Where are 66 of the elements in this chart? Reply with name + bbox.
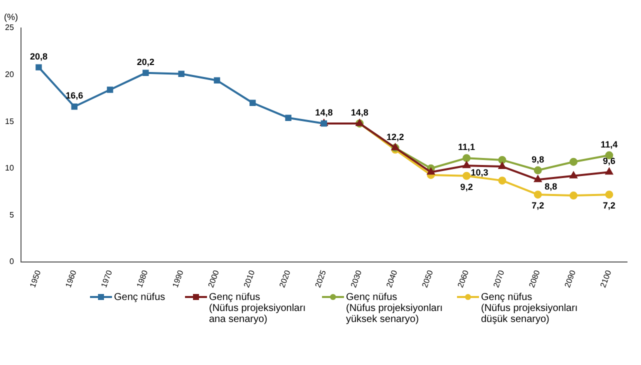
x-tick-label: 2020 [278,268,292,289]
x-tick-label: 1970 [99,268,114,289]
data-label: 20,2 [136,56,154,67]
y-tick-label: 25 [4,23,14,32]
x-tick-label: 2100 [598,268,614,289]
point [142,70,149,76]
legend-label: Genç nüfus (Nüfus projeksiyonları düşük senaryo) [481,292,578,325]
point [462,154,471,162]
y-tick-label: 5 [9,210,14,220]
point [462,162,470,168]
data-label: 9,6 [602,156,616,166]
point [498,162,506,170]
y-tick-label: 15 [4,116,14,126]
data-label: 9,8 [532,154,544,164]
legend-label: Genç nüfus (Nüfus projeksiyonları yüksek senaryo) [346,292,443,325]
data-label: 20,8 [30,51,48,62]
x-tick-label: 1990 [170,268,186,289]
legend-label: Genç nüfus [114,292,166,303]
x-tick-label: 1980 [135,268,150,289]
x-tick-label: 1960 [64,268,79,289]
x-tick-label: 1950 [28,268,43,289]
point [462,172,471,180]
data-label: 9,2 [460,182,473,192]
point [534,176,542,182]
point [71,104,78,110]
x-tick-label: 2060 [456,268,471,289]
y-tick-label: 20 [4,70,14,79]
data-label: 14,8 [315,107,333,118]
point [214,77,220,84]
y-axis-title: (%) [4,12,18,22]
data-label: 10,3 [470,168,488,178]
point [606,168,613,175]
point [570,172,578,178]
point [178,70,184,77]
x-tick-label: 2025 [313,268,328,289]
x-tick-label: 2050 [420,268,436,289]
data-label: 11,1 [458,142,476,152]
x-tick-label: 2090 [562,268,578,289]
y-tick-label: 0 [9,257,14,266]
data-label: 7,2 [532,200,544,211]
data-label: 12,2 [386,132,404,142]
data-label: 7,2 [602,200,616,211]
data-label: 16,6 [66,90,84,101]
x-tick-label: 2070 [492,268,506,289]
point [570,192,578,200]
x-tick-label: 2080 [527,268,542,289]
x-tick-label: 2010 [242,268,257,289]
y-tick-label: 10 [4,164,14,173]
legend-label: Genç nüfus (Nüfus projeksiyonları ana senaryo) [209,292,306,325]
point [570,158,578,166]
point [534,166,542,174]
x-tick-label: 2040 [384,268,400,289]
data-label: 11,4 [600,139,618,150]
point [285,114,292,121]
point [427,168,435,175]
point [605,190,614,199]
data-label: 14,8 [350,107,368,118]
data-label: 8,8 [544,182,558,192]
x-tick-label: 2000 [206,268,222,289]
point [36,64,42,70]
x-tick-label: 2030 [349,268,364,289]
point [534,190,542,199]
point [106,86,114,93]
point [498,176,506,185]
point [250,100,256,106]
point [498,156,506,164]
